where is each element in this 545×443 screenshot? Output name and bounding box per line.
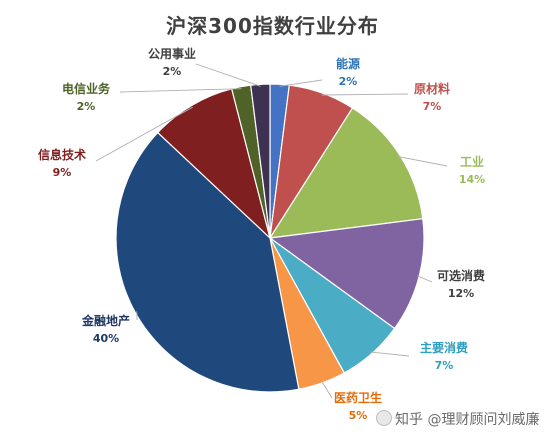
watermark: 知乎 @理财顾问刘威廉 xyxy=(376,409,539,429)
slice-percent-label: 12% xyxy=(448,287,474,300)
slices-layer xyxy=(115,83,425,393)
chart-title: 沪深300指数行业分布 xyxy=(166,14,379,38)
slice-label: 主要消费 xyxy=(420,340,468,355)
leader-line xyxy=(95,106,193,162)
watermark-logo-icon xyxy=(376,410,392,426)
leader-line xyxy=(417,275,433,283)
labels-layer: 能源 2% 原材料 7% 工业 14% 可选消费 12% 主要消费 7% 医药卫生 5% 金融地产 40%… xyxy=(38,46,485,422)
slice-label: 可选消费 xyxy=(437,268,485,283)
slice-percent-label: 2% xyxy=(77,100,96,113)
leader-line xyxy=(119,88,242,93)
slice-label: 信息技术 xyxy=(38,147,86,162)
slice-percent-label: 9% xyxy=(53,166,72,179)
slice-label: 工业 xyxy=(460,154,484,169)
slice-percent-label: 2% xyxy=(339,75,358,88)
slice-percent-label: 7% xyxy=(423,100,442,113)
slice-label: 公用事业 xyxy=(148,46,196,61)
leader-line xyxy=(370,351,410,357)
leader-line xyxy=(398,156,448,167)
slice-percent-label: 7% xyxy=(435,359,454,372)
pie-slice xyxy=(268,107,424,239)
slice-percent-label: 40% xyxy=(93,332,119,345)
slice-percent-label: 2% xyxy=(163,65,182,78)
leaders-layer xyxy=(95,63,448,399)
slice-label: 金融地产 xyxy=(81,313,130,328)
leader-line xyxy=(321,93,409,96)
pie-slice xyxy=(250,83,271,239)
leader-line xyxy=(321,380,333,399)
slice-label: 能源 xyxy=(336,56,360,71)
pie-slice xyxy=(115,131,300,393)
watermark-text: 知乎 @理财顾问刘威廉 xyxy=(395,412,540,428)
slice-label: 原材料 xyxy=(414,81,450,96)
slice-percent-label: 5% xyxy=(349,409,368,422)
leader-line xyxy=(279,79,323,87)
leader-line xyxy=(195,63,261,87)
slice-label: 医药卫生 xyxy=(334,390,382,405)
slice-label: 电信业务 xyxy=(62,81,111,96)
slice-percent-label: 14% xyxy=(459,173,485,186)
